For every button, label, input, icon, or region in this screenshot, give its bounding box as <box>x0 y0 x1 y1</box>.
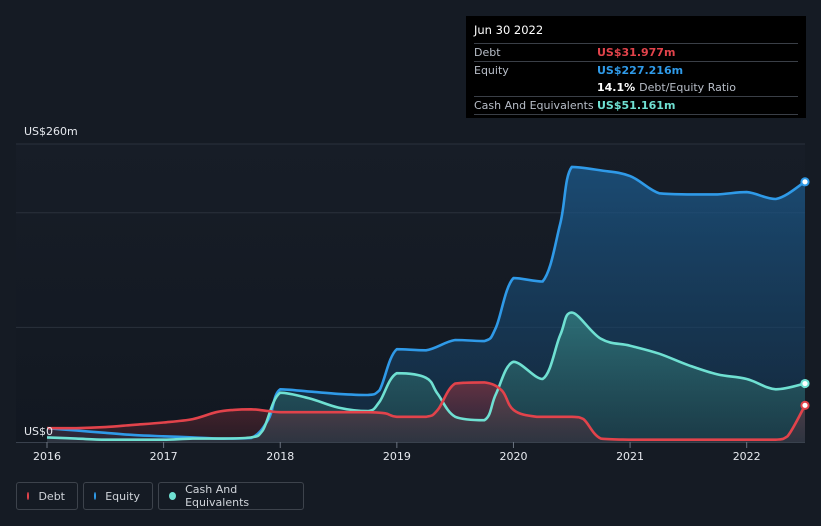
x-tick-label-2017: 2017 <box>150 450 178 463</box>
x-tick-label-2021: 2021 <box>616 450 644 463</box>
x-tick-label-2018: 2018 <box>266 450 294 463</box>
series-end-markers <box>800 177 810 410</box>
x-tick-label-2016: 2016 <box>33 450 61 463</box>
cash-line <box>46 311 806 442</box>
tooltip-cash-row: Cash And Equivalents US$51.161m <box>474 96 798 115</box>
y-tick-top-label: US$260m <box>24 125 78 138</box>
tooltip-ratio-value: 14.1% <box>597 81 636 94</box>
legend-debt-label: Debt <box>38 489 65 503</box>
legend-equity-label: Equity <box>105 489 140 503</box>
legend-debt[interactable]: Debt <box>16 482 78 510</box>
tooltip-date: Jun 30 2022 <box>474 23 544 37</box>
debt-end-marker <box>800 400 810 410</box>
x-tick-label-2020: 2020 <box>499 450 527 463</box>
x-tick-label-2022: 2022 <box>733 450 761 463</box>
tooltip-cash-label: Cash And Equivalents <box>474 99 594 112</box>
x-tick-label-2019: 2019 <box>383 450 411 463</box>
x-axis-ticks: 2016 2017 2018 2019 2020 2021 2022 <box>33 442 761 463</box>
legend-cash[interactable]: Cash And Equivalents <box>158 482 304 510</box>
series-lines <box>46 165 807 442</box>
series-areas <box>47 166 805 442</box>
tooltip-debt-label: Debt <box>474 46 501 59</box>
legend-cash-dot <box>169 492 177 500</box>
tooltip-cash-value: US$51.161m <box>597 99 676 112</box>
debt-area <box>47 382 805 442</box>
tooltip-equity-row: Equity US$227.216m <box>474 61 798 79</box>
legend-debt-dot <box>27 492 30 500</box>
tooltip-equity-value: US$227.216m <box>597 64 684 77</box>
tooltip-equity-label: Equity <box>474 64 509 77</box>
tooltip-debt-value: US$31.977m <box>597 46 676 59</box>
legend-equity-dot <box>94 492 97 500</box>
tooltip-ratio-row: 14.1% Debt/Equity Ratio <box>474 79 798 96</box>
debt-line <box>47 381 807 442</box>
tooltip-ratio-label: Debt/Equity Ratio <box>639 81 736 94</box>
tooltip-debt-row: Debt US$31.977m <box>474 43 798 61</box>
cash-end-marker <box>800 378 810 389</box>
equity-end-marker <box>800 177 810 187</box>
y-tick-bottom-label: US$0 <box>24 425 53 438</box>
legend-equity[interactable]: Equity <box>83 482 153 510</box>
data-tooltip: Jun 30 2022 Debt US$31.977m Equity US$22… <box>466 16 806 118</box>
legend-cash-label: Cash And Equivalents <box>185 483 250 509</box>
cash-area <box>47 312 805 442</box>
